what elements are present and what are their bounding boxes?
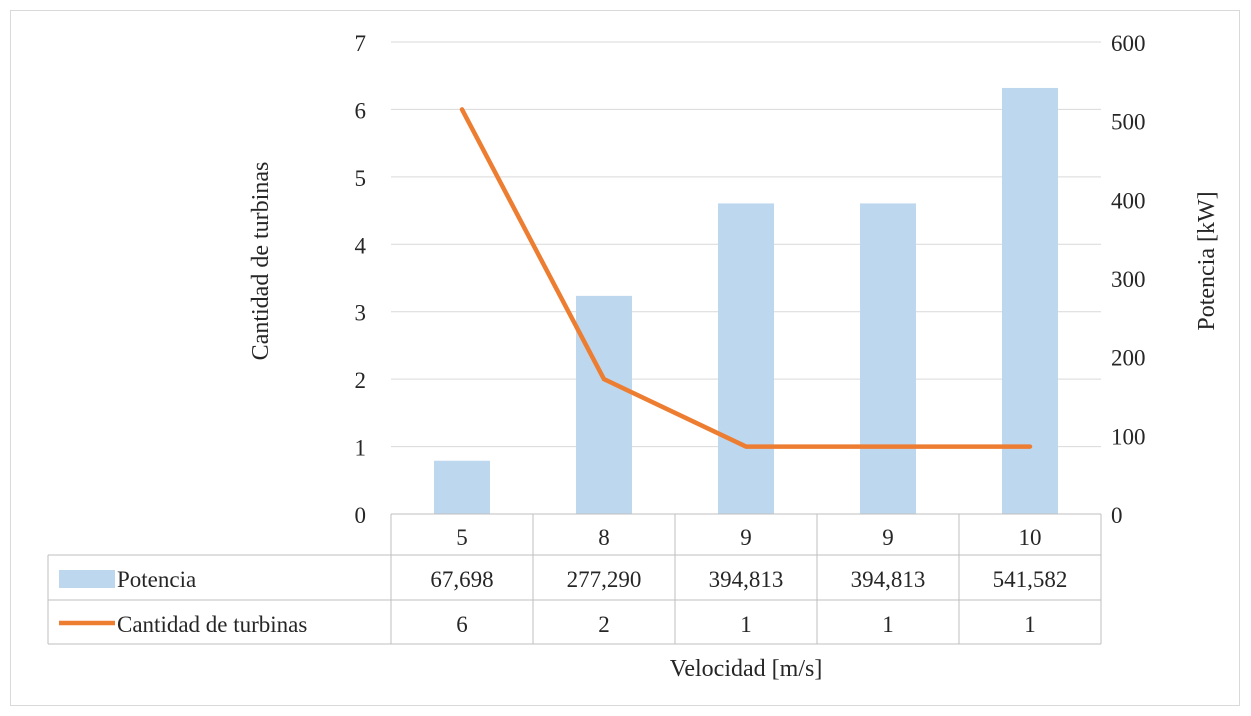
y-left-tick-label: 4 [355, 233, 367, 258]
table-cell-potencia: 67,698 [430, 567, 493, 592]
table-cell-turbinas: 1 [1024, 612, 1036, 637]
table-cell-potencia: 394,813 [709, 567, 784, 592]
y-left-tick-label: 0 [355, 503, 367, 528]
line-point [887, 446, 889, 448]
table-cell-potencia: 394,813 [851, 567, 926, 592]
y-right-tick-label: 200 [1111, 346, 1146, 371]
legend-key-potencia [59, 570, 115, 588]
chart-frame: 0 1 2 3 4 5 6 7 0 100 200 300 400 500 600 Cantidad de t… [10, 10, 1240, 706]
table-cell-turbinas: 1 [882, 612, 894, 637]
x-tick-label: 5 [456, 525, 468, 550]
y-right-tick-label: 300 [1111, 267, 1146, 292]
chart: 0 1 2 3 4 5 6 7 0 100 200 300 400 500 600 Cantidad de t… [47, 31, 1220, 682]
y-right-tick-label: 100 [1111, 424, 1146, 449]
y-left-tick-label: 3 [355, 301, 367, 326]
table-cell-turbinas: 6 [456, 612, 468, 637]
legend-label-turbinas: Cantidad de turbinas [117, 612, 307, 637]
legend-label-potencia: Potencia [117, 567, 196, 592]
line-point [603, 378, 605, 380]
bar [718, 203, 774, 515]
y-left-tick-label: 2 [355, 368, 367, 393]
y-right-tick-label: 400 [1111, 188, 1146, 213]
y-left-tick-label: 5 [355, 166, 367, 191]
line-point [1029, 446, 1031, 448]
table-cell-potencia: 277,290 [567, 567, 642, 592]
table-cell-turbinas: 2 [598, 612, 610, 637]
y-right-tick-label: 600 [1111, 31, 1146, 56]
x-tick-label: 9 [740, 525, 752, 550]
table-cell-potencia: 541,582 [993, 567, 1068, 592]
y-right-tick-label: 0 [1111, 503, 1123, 528]
bar [434, 460, 490, 514]
y-right-axis-title: Potencia [kW] [1194, 191, 1220, 330]
y-left-tick-label: 7 [355, 31, 367, 56]
y-left-tick-label: 1 [355, 436, 367, 461]
y-left-tick-label: 6 [355, 98, 367, 123]
y-right-tick-label: 500 [1111, 110, 1146, 135]
x-tick-label: 9 [882, 525, 894, 550]
table-cell-turbinas: 1 [740, 612, 752, 637]
line-point [745, 446, 747, 448]
x-axis-title: Velocidad [m/s] [670, 656, 823, 682]
line-point [461, 108, 463, 110]
x-tick-label: 8 [598, 525, 610, 550]
bar [576, 295, 632, 514]
bar [1002, 87, 1058, 514]
x-tick-label: 10 [1019, 525, 1042, 550]
bar [860, 203, 916, 515]
y-left-axis-title: Cantidad de turbinas [248, 162, 274, 361]
